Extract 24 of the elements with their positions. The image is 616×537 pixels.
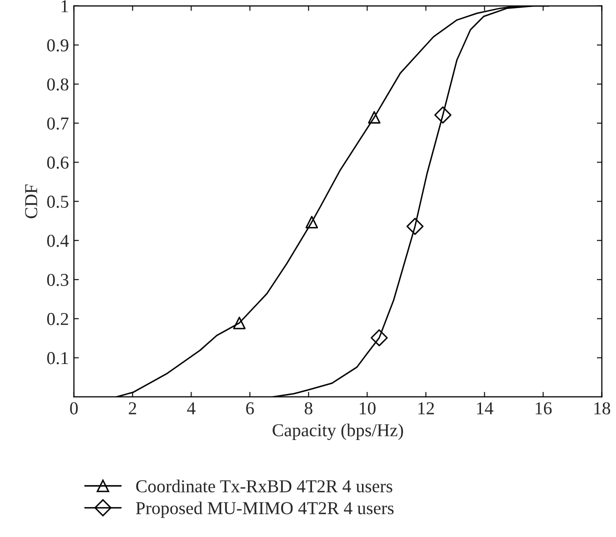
x-tick-label: 14 xyxy=(477,402,494,414)
x-tick-label: 6 xyxy=(246,402,254,414)
x-axis-title: Capacity (bps/Hz) xyxy=(272,424,404,440)
y-tick-label: 0.3 xyxy=(47,274,68,286)
y-tick-label: 0.9 xyxy=(47,39,68,52)
x-tick-label: 16 xyxy=(536,402,552,414)
x-tick-label: 10 xyxy=(360,402,376,414)
x-tick-label: 2 xyxy=(128,402,136,414)
y-tick-label: 0.7 xyxy=(47,117,69,130)
y-axis-title: CDF xyxy=(25,184,38,218)
x-tick-label: 4 xyxy=(187,402,196,414)
y-tick-label: 0.4 xyxy=(47,234,69,247)
x-tick-label: 18 xyxy=(594,402,610,414)
x-tick-label: 8 xyxy=(304,402,312,414)
y-tick-label: 0.1 xyxy=(47,352,68,364)
x-tick-label: 12 xyxy=(418,402,434,414)
legend-label: Coordinate Tx-RxBD 4T2R 4 users xyxy=(136,480,392,492)
y-tick-label: 0.8 xyxy=(47,78,68,91)
y-tick-label: 0.6 xyxy=(47,156,69,169)
legend-label: Proposed MU-MIMO 4T2R 4 users xyxy=(136,502,394,518)
x-tick-label: 0 xyxy=(70,402,78,414)
y-tick-label: 0.5 xyxy=(47,196,68,208)
y-tick-label: 1 xyxy=(62,0,68,12)
y-tick-label: 0.2 xyxy=(47,312,68,326)
